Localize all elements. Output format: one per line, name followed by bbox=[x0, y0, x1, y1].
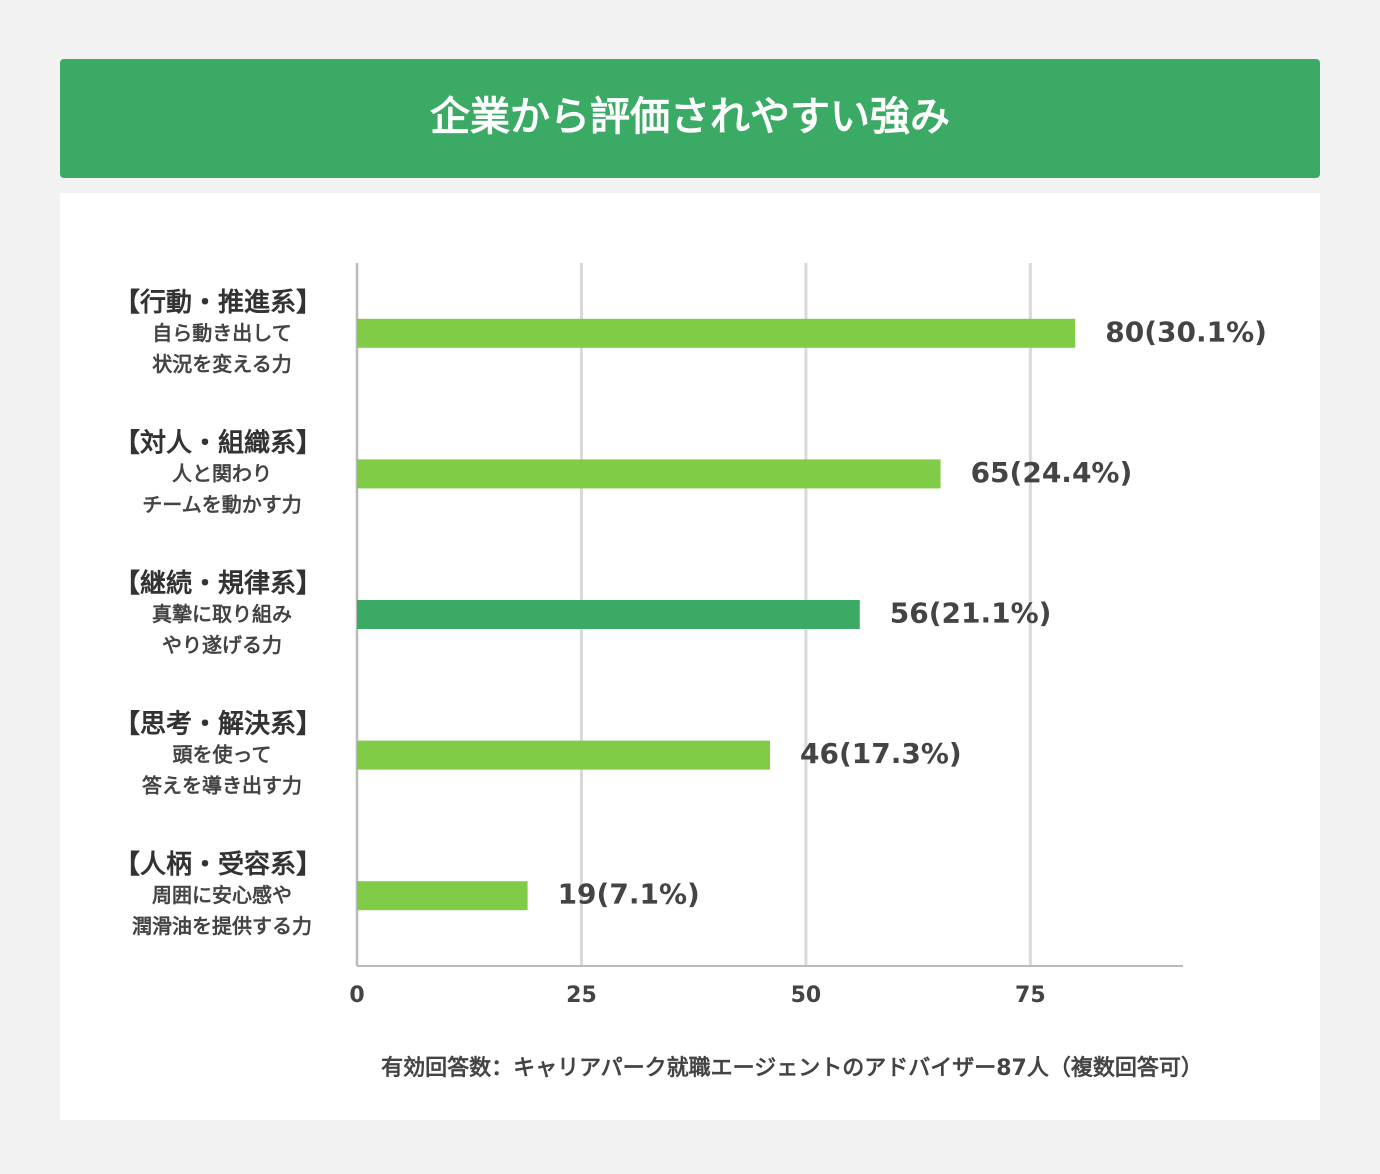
footnote: 有効回答数：キャリアパーク就職エージェントのアドバイザー87人（複数回答可） bbox=[381, 1055, 1203, 1081]
category-description: 答えを導き出す力 bbox=[142, 774, 302, 798]
bar bbox=[357, 600, 860, 629]
category-description: 人と関わり bbox=[172, 461, 272, 485]
header-bar bbox=[60, 59, 1320, 178]
category-label: 【人柄・受容系】 bbox=[114, 849, 322, 880]
category-description: 自ら動き出して bbox=[152, 321, 291, 345]
category-description: 周囲に安心感や bbox=[152, 883, 292, 907]
value-label: 19(7.1%) bbox=[558, 878, 700, 911]
category-label: 【対人・組織系】 bbox=[114, 427, 322, 458]
x-tick-label: 75 bbox=[1015, 983, 1046, 1008]
bar bbox=[357, 318, 1076, 348]
category-label: 【思考・解決系】 bbox=[114, 710, 322, 740]
value-label: 56(21.1%) bbox=[890, 597, 1052, 630]
category-description: やり遂げる力 bbox=[162, 633, 282, 657]
category-description: チームを動かす力 bbox=[142, 492, 301, 516]
x-tick-label: 25 bbox=[566, 983, 597, 1008]
chart-title: 企業から評価されやすい強み bbox=[430, 94, 950, 140]
category-description: 潤滑油を提供する力 bbox=[132, 914, 312, 938]
category-description: 真摯に取り組み bbox=[152, 602, 292, 626]
bar bbox=[357, 459, 941, 489]
category-label: 【行動・推進系】 bbox=[114, 287, 322, 318]
category-description: 頭を使って bbox=[173, 743, 272, 767]
value-label: 65(24.4%) bbox=[971, 456, 1133, 489]
bar bbox=[357, 881, 528, 911]
category-label: 【継続・規律系】 bbox=[114, 568, 322, 599]
x-tick-label: 0 bbox=[349, 983, 364, 1008]
x-tick-label: 50 bbox=[791, 983, 822, 1008]
bar bbox=[357, 740, 770, 770]
value-label: 80(30.1%) bbox=[1105, 315, 1267, 348]
category-description: 状況を変える力 bbox=[152, 352, 291, 376]
value-label: 46(17.3%) bbox=[800, 737, 962, 770]
